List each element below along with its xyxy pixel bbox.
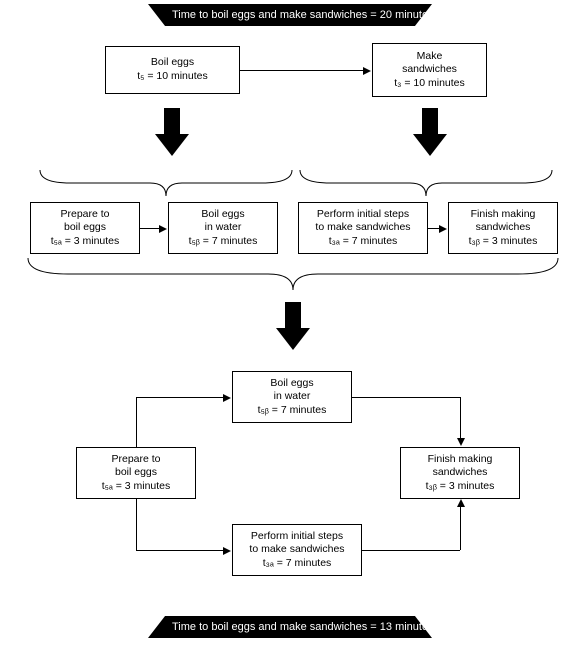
box-title: Perform initial steps xyxy=(317,208,409,222)
box-boil-water-2: Boil eggs in water t₅ᵦ = 7 minutes xyxy=(232,371,352,423)
connector-line xyxy=(140,228,160,229)
diagram-canvas: Time to boil eggs and make sandwiches = … xyxy=(0,0,580,653)
box-boil-eggs: Boil eggs t₅ = 10 minutes xyxy=(105,46,240,94)
arrow-right-icon xyxy=(223,547,231,555)
connector-line xyxy=(136,397,137,447)
box-title: Finish making xyxy=(471,208,536,222)
connector-line xyxy=(460,506,461,550)
box-boil-water: Boil eggs in water t₅ᵦ = 7 minutes xyxy=(168,202,278,254)
arrow-right-icon xyxy=(223,394,231,402)
connector-line xyxy=(136,397,225,398)
connector-line xyxy=(460,397,461,440)
box-title: Prepare to xyxy=(60,208,109,222)
box-title2: sandwiches xyxy=(433,466,488,480)
box-make-sandwiches: Make sandwiches t₃ = 10 minutes xyxy=(372,43,487,97)
box-finish-sandwiches-2: Finish making sandwiches t₃ᵦ = 3 minutes xyxy=(400,447,520,499)
brace-icon xyxy=(300,170,552,198)
box-title2: boil eggs xyxy=(64,221,106,235)
box-detail: t₃ᵦ = 3 minutes xyxy=(469,235,538,249)
brace-icon xyxy=(40,170,292,198)
box-title2: boil eggs xyxy=(115,466,157,480)
box-title: Perform initial steps xyxy=(251,530,343,544)
box-title2: to make sandwiches xyxy=(249,543,344,557)
box-detail: t₃ᵦ = 3 minutes xyxy=(426,480,495,494)
box-title: Boil eggs xyxy=(270,377,313,391)
box-detail: t₅ = 10 minutes xyxy=(137,70,207,84)
box-title2: in water xyxy=(205,221,242,235)
arrow-down-icon xyxy=(457,438,465,446)
box-detail: t₅ᵦ = 7 minutes xyxy=(189,235,258,249)
box-detail: t₃ₐ = 7 minutes xyxy=(263,557,332,571)
box-prepare-boil-2: Prepare to boil eggs t₅ₐ = 3 minutes xyxy=(76,447,196,499)
box-perform-initial-2: Perform initial steps to make sandwiches… xyxy=(232,524,362,576)
arrow-up-icon xyxy=(457,499,465,507)
connector-line xyxy=(136,499,137,550)
banner-bottom: Time to boil eggs and make sandwiches = … xyxy=(148,616,432,638)
box-detail: t₃ = 10 minutes xyxy=(394,77,465,91)
box-detail: t₅ᵦ = 7 minutes xyxy=(258,404,327,418)
connector-line xyxy=(136,550,225,551)
box-prepare-boil: Prepare to boil eggs t₅ₐ = 3 minutes xyxy=(30,202,140,254)
box-title: Boil eggs xyxy=(201,208,244,222)
box-title: Finish making xyxy=(428,453,493,467)
box-title: Prepare to xyxy=(111,453,160,467)
arrow-right-icon xyxy=(159,225,167,233)
box-detail: t₃ₐ = 7 minutes xyxy=(329,235,398,249)
box-finish-sandwiches: Finish making sandwiches t₃ᵦ = 3 minutes xyxy=(448,202,558,254)
connector-line xyxy=(352,397,460,398)
brace-icon xyxy=(28,258,558,292)
arrow-right-icon xyxy=(363,67,371,75)
box-detail: t₅ₐ = 3 minutes xyxy=(102,480,171,494)
arrow-right-icon xyxy=(439,225,447,233)
box-title: Make xyxy=(417,50,443,64)
box-perform-initial: Perform initial steps to make sandwiches… xyxy=(298,202,428,254)
box-title2: sandwiches xyxy=(402,63,457,77)
connector-line xyxy=(240,70,365,71)
banner-top: Time to boil eggs and make sandwiches = … xyxy=(148,4,432,26)
box-title2: to make sandwiches xyxy=(315,221,410,235)
connector-line xyxy=(362,550,460,551)
box-title: Boil eggs xyxy=(151,56,194,70)
box-detail: t₅ₐ = 3 minutes xyxy=(51,235,120,249)
box-title2: in water xyxy=(274,390,311,404)
box-title2: sandwiches xyxy=(476,221,531,235)
